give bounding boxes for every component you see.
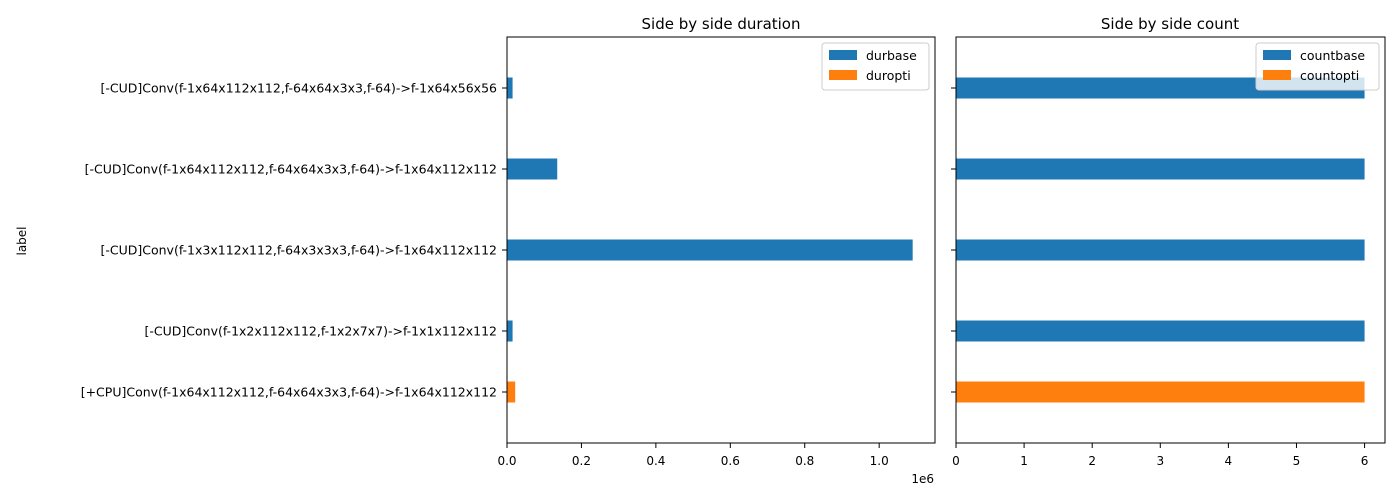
duration-chart-title: Side by side duration <box>642 15 801 33</box>
right-bar-countbase-1 <box>956 158 1365 180</box>
count-chart-title: Side by side count <box>1101 15 1239 33</box>
y-tick-label: [-CUD]Conv(f-1x64x112x112,f-64x64x3x3,f-… <box>100 81 497 96</box>
left-bar-duropti-4 <box>507 381 516 403</box>
right-x-tick-label: 1 <box>1020 454 1028 468</box>
right-x-tick-label: 4 <box>1225 454 1233 468</box>
left-legend-swatch-duropti <box>829 70 857 80</box>
left-x-tick-label: 0.2 <box>572 454 591 468</box>
right-x-tick-label: 5 <box>1293 454 1301 468</box>
left-x-tick-label: 0.6 <box>721 454 740 468</box>
left-bar-durbase-2 <box>507 239 913 261</box>
right-bar-countopti-4 <box>956 381 1365 403</box>
left-x-tick-label: 1.0 <box>870 454 889 468</box>
right-legend-swatch-countbase <box>1263 50 1291 60</box>
y-tick-label: [-CUD]Conv(f-1x2x112x112,f-1x2x7x7)->f-1… <box>145 324 498 339</box>
y-tick-label: [-CUD]Conv(f-1x64x112x112,f-64x64x3x3,f-… <box>85 162 497 177</box>
left-x-tick-label: 0.4 <box>646 454 665 468</box>
left-legend-label-durbase: durbase <box>866 48 917 63</box>
duration-plot-frame <box>506 36 936 444</box>
left-x-tick-label: 0.8 <box>795 454 814 468</box>
right-legend-swatch-countopti <box>1263 70 1291 80</box>
y-tick-label: [-CUD]Conv(f-1x3x112x112,f-64x3x3x3,f-64… <box>100 243 497 258</box>
count-plot-frame <box>955 36 1386 444</box>
right-bar-countbase-2 <box>956 239 1365 261</box>
x-axis-offset-label: 1e6 <box>911 472 934 486</box>
left-bar-durbase-1 <box>507 158 558 180</box>
left-bar-durbase-0 <box>507 77 513 99</box>
left-legend-label-duropti: duropti <box>866 68 911 83</box>
right-x-tick-label: 6 <box>1361 454 1369 468</box>
count-legend: countbase countopti <box>1255 42 1380 91</box>
duration-legend: durbase duropti <box>821 42 930 91</box>
left-legend-swatch-durbase <box>829 50 857 60</box>
left-bar-durbase-3 <box>507 320 513 342</box>
right-legend-label-countbase: countbase <box>1300 48 1365 63</box>
y-tick-label: [+CPU]Conv(f-1x64x112x112,f-64x64x3x3,f-… <box>81 385 497 400</box>
right-x-tick-label: 2 <box>1088 454 1096 468</box>
right-legend-label-countopti: countopti <box>1300 68 1359 83</box>
y-axis-label: label <box>15 226 29 255</box>
right-bar-countbase-3 <box>956 320 1365 342</box>
left-x-tick-label: 0.0 <box>497 454 516 468</box>
duration-chart: Side by side duration label 1e6 0.0 0.2 0.… <box>15 15 936 486</box>
right-x-tick-label: 0 <box>952 454 960 468</box>
right-x-tick-label: 3 <box>1156 454 1164 468</box>
